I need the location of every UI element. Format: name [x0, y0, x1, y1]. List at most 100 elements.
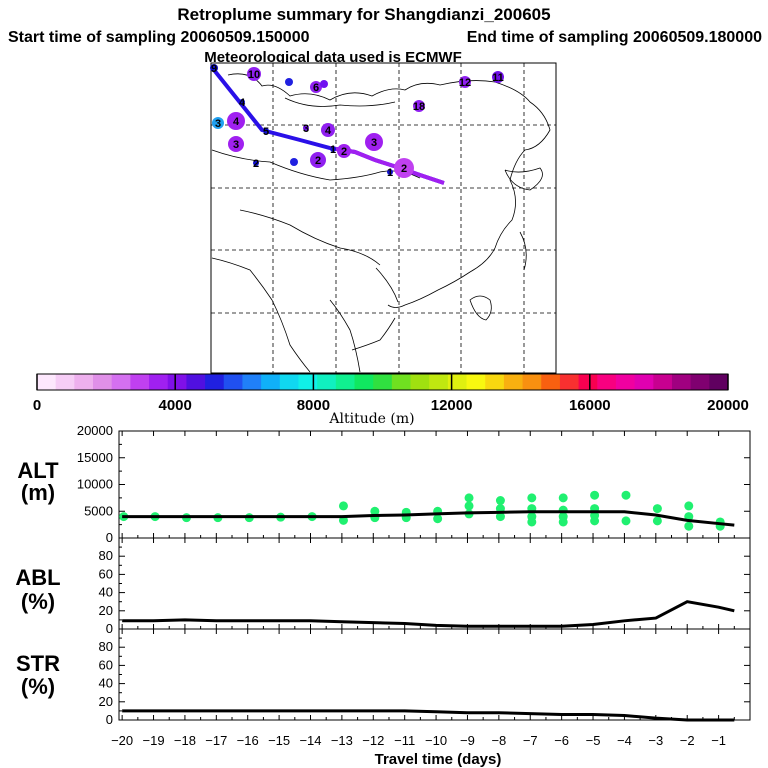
map-marker-label: 4: [239, 97, 246, 109]
map-marker-label: 11: [492, 72, 504, 84]
timeseries-panels: 0 5000 10000 15000 20000 0 20 40 60 80 0 20 40 60 80 −2…: [77, 423, 751, 748]
map-marker: [210, 64, 218, 72]
altitude-point: [621, 490, 631, 500]
map-marker-label: 6: [313, 82, 319, 94]
map-marker: [310, 152, 326, 168]
colorbar-segment: [391, 374, 412, 390]
altitude-colorbar: 0 4000 8000 12000 16000 20000: [33, 373, 749, 414]
alt-panel-title: ALT: [17, 458, 59, 483]
series-line-alt: [122, 510, 735, 527]
map-frame: [210, 62, 557, 374]
map-marker: [228, 136, 244, 152]
panel-abl: 0 20 40 60 80: [99, 537, 751, 636]
colorbar-segment: [186, 374, 206, 390]
map-marker-label: 12: [459, 77, 471, 89]
start-time-label: Start time of sampling 20060509.150000: [8, 29, 310, 46]
map-marker: [303, 125, 309, 131]
colorbar-tick-label: 16000: [569, 397, 611, 414]
map-marker: [227, 112, 245, 130]
map-marker: [285, 78, 293, 86]
map-marker-label: 1: [330, 144, 336, 156]
altitude-point: [652, 504, 662, 514]
end-time-label: End time of sampling 20060509.180000: [467, 29, 762, 46]
altitude-point: [621, 516, 631, 526]
y-tick-label: 0: [106, 530, 113, 545]
colorbar-segment: [447, 374, 468, 390]
y-tick-label: 40: [99, 676, 113, 691]
colorbar-segment: [541, 374, 561, 390]
colorbar-segment: [205, 374, 225, 390]
altitude-point: [590, 516, 600, 526]
y-tick-label: 80: [99, 548, 113, 563]
x-axis-label: Travel time (days): [375, 751, 502, 768]
map-marker: [492, 71, 504, 83]
colorbar-segment: [74, 374, 94, 390]
x-tick-label: −13: [331, 733, 353, 748]
altitude-point: [527, 517, 537, 527]
colorbar-segment: [690, 374, 710, 390]
map-coastlines: [211, 73, 551, 373]
map-marker-label: 4: [325, 125, 332, 137]
y-tick-label: 20: [99, 694, 113, 709]
map-marker-label: 2: [253, 158, 259, 170]
series-line-str: [122, 709, 735, 722]
altitude-point: [558, 517, 568, 527]
map-marker: [337, 144, 351, 158]
map-marker-label: 10: [248, 69, 260, 81]
y-tick-label: 20: [99, 603, 113, 618]
altitude-point: [433, 514, 443, 524]
map-marker-label: 2: [315, 155, 321, 167]
map-marker-label: 3: [215, 118, 221, 130]
colorbar-segment: [410, 374, 430, 390]
y-tick-label: 0: [106, 621, 113, 636]
colorbar-tick-label: 8000: [297, 397, 330, 414]
altitude-point: [464, 493, 474, 503]
x-tick-label: −1: [711, 733, 726, 748]
colorbar-segment: [167, 374, 187, 390]
x-tick-label: −9: [460, 733, 475, 748]
colorbar-segment: [242, 374, 262, 390]
map-marker: [365, 133, 383, 151]
colorbar-segment: [709, 374, 729, 390]
altitude-point: [495, 512, 505, 522]
abl-panel-title: ABL: [15, 565, 60, 590]
x-tick-label: −6: [554, 733, 569, 748]
trajectory-markers: 9 106 12 114 183 45 3 43 312 221 2: [210, 63, 504, 179]
colorbar-tick-label: 0: [33, 397, 41, 414]
colorbar-segment: [354, 374, 374, 390]
altitude-point: [652, 516, 662, 526]
colorbar-segment: [578, 374, 598, 390]
map-marker-label: 2: [401, 163, 407, 175]
colorbar-segment: [485, 374, 505, 390]
altitude-point: [495, 496, 505, 506]
map-marker-label: 5: [263, 126, 269, 138]
panel-str: 0 20 40 60 80: [99, 628, 751, 727]
x-tick-label: −20: [111, 733, 133, 748]
map-marker-label: 4: [233, 116, 240, 128]
colorbar-segment: [335, 374, 355, 390]
x-tick-label: −5: [586, 733, 601, 748]
trajectory-map: 9 106 12 114 183 45 3 43 312 221 2: [210, 62, 557, 374]
panel-frame: [118, 628, 751, 721]
map-marker: [330, 146, 336, 152]
x-tick-label: −18: [174, 733, 196, 748]
x-tick-label: −3: [648, 733, 663, 748]
str-panel-title: STR: [16, 651, 60, 676]
map-marker: [413, 100, 425, 112]
x-tick-label: −11: [394, 733, 415, 748]
colorbar-segment: [37, 374, 57, 390]
colorbar-segment: [298, 374, 318, 390]
colorbar-segment: [634, 374, 654, 390]
y-tick-label: 80: [99, 639, 113, 654]
map-marker: [239, 99, 245, 105]
colorbar-segment: [429, 374, 449, 390]
x-tick-label: −12: [362, 733, 384, 748]
map-gridlines: [211, 63, 556, 373]
colorbar-segment: [317, 374, 337, 390]
altitude-point: [684, 521, 694, 531]
y-tick-label: 15000: [77, 450, 113, 465]
x-tick-label: −16: [237, 733, 259, 748]
colorbar-label: Altitude (m): [328, 411, 414, 427]
